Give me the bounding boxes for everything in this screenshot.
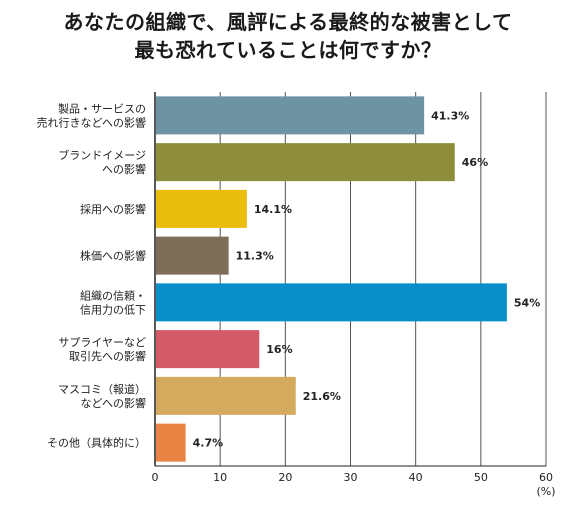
x-tick-label: 30 [344,471,358,484]
value-label: 46% [462,156,488,169]
category-label: その他（具体的に） [47,436,146,450]
chart-title-line2: 最も恐れていることは何ですか？ [134,38,442,62]
category-label: サプライヤーなど取引先への影響 [58,336,146,363]
value-label: 4.7% [193,437,224,450]
category-label: ブランドイメージへの影響 [58,148,146,176]
bar [156,423,186,462]
bar [156,96,425,135]
x-tick-label: 10 [213,471,227,484]
bar [156,236,229,275]
chart-title-line1: あなたの組織で、風評による最終的な被害として [63,10,513,34]
value-label: 16% [266,343,292,356]
category-label: 株価への影響 [80,249,146,263]
value-label: 14.1% [254,203,292,216]
x-tick-label: 0 [152,471,159,484]
x-tick-label: 60 [539,471,553,484]
bar [156,143,455,182]
x-unit-label: (%) [536,485,555,498]
x-tick-label: 50 [474,471,488,484]
bar [156,283,507,322]
category-label: 組織の信頼・信用力の低下 [80,289,146,316]
x-tick-label: 20 [278,471,292,484]
bar [156,376,296,415]
category-label: 採用への影響 [80,202,146,216]
value-label: 54% [514,296,540,309]
value-label: 41.3% [431,109,469,122]
x-tick-label: 40 [409,471,423,484]
category-label: マスコミ（報道）などへの影響 [58,382,146,410]
bar [156,330,260,369]
value-label: 21.6% [303,390,341,403]
category-label: 製品・サービスの売れ行きなどへの影響 [37,101,146,129]
bar [156,189,247,228]
value-label: 11.3% [236,250,274,263]
